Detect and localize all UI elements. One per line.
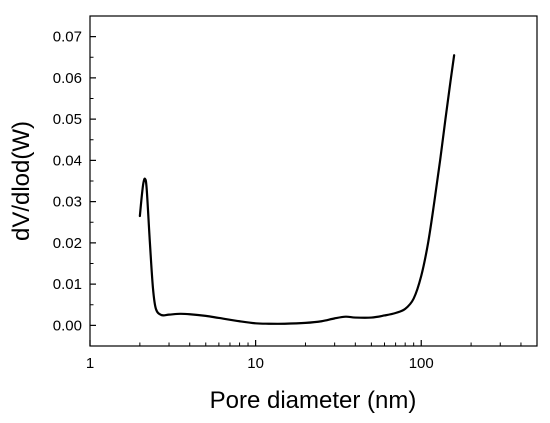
x-tick-label: 100: [409, 355, 434, 372]
x-axis-ticks: 1 10 100: [86, 340, 538, 372]
x-axis-title: Pore diameter (nm): [210, 387, 417, 414]
y-tick-label: 0.07: [53, 29, 82, 46]
plot-frame: [89, 15, 538, 347]
y-tick-label: 0.01: [53, 276, 82, 293]
y-tick-label: 0.05: [53, 111, 82, 128]
y-axis-title: dV/dlod(W): [8, 121, 35, 241]
y-tick-label: 0.03: [53, 194, 82, 211]
x-tick-label: 10: [247, 355, 264, 372]
y-axis-ticks: 0.00 0.01 0.02 0.03 0.04 0.05 0.06 0.07: [53, 29, 96, 347]
y-tick-label: 0.06: [53, 70, 82, 87]
y-tick-label: 0.04: [53, 152, 82, 169]
y-tick-label: 0.02: [53, 235, 82, 252]
x-tick-label: 1: [86, 355, 94, 372]
series-line: [138, 54, 456, 325]
y-tick-label: 0.00: [53, 317, 82, 334]
